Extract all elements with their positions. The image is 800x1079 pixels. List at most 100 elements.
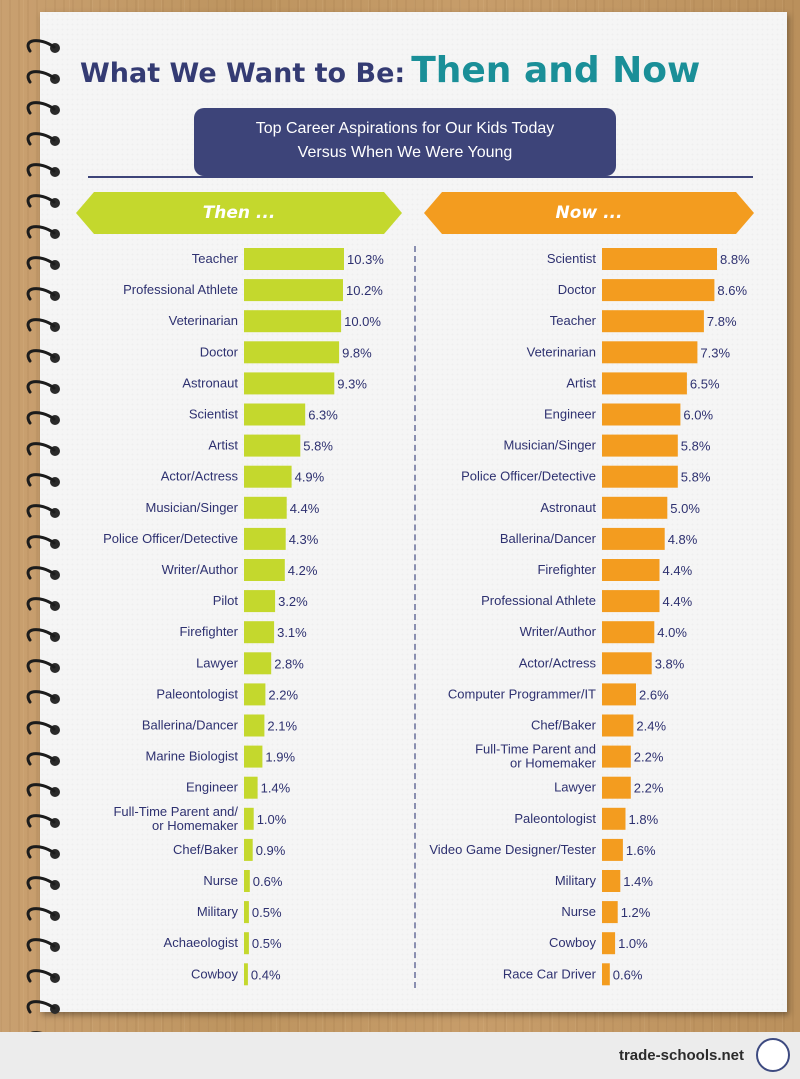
- category-label: Police Officer/Detective: [461, 469, 596, 484]
- category-label: Professional Athlete: [123, 282, 238, 297]
- spiral-ring: [26, 380, 60, 394]
- spiral-ring: [26, 535, 60, 549]
- now-bar: [602, 434, 678, 457]
- bar-value-label: 1.2%: [621, 905, 651, 920]
- bar-value-label: 0.5%: [252, 936, 282, 951]
- spiral-ring: [26, 907, 60, 921]
- then-bar: [244, 838, 253, 861]
- category-label: Astronaut: [182, 375, 238, 390]
- now-bar: [602, 870, 621, 892]
- spiral-ring: [26, 814, 60, 828]
- category-label: Doctor: [558, 282, 597, 297]
- then-bar: [244, 776, 258, 799]
- bar-value-label: 4.3%: [289, 532, 319, 547]
- category-label: Paleontologist: [514, 811, 596, 826]
- category-label: Firefighter: [537, 562, 596, 577]
- bar-value-label: 6.3%: [308, 408, 338, 423]
- spiral-ring: [26, 721, 60, 735]
- bar-value-label: 10.3%: [347, 252, 384, 267]
- now-bar: [602, 341, 698, 364]
- category-label: Writer/Author: [520, 624, 597, 639]
- bar-value-label: 4.4%: [663, 563, 693, 578]
- category-label: Teacher: [192, 251, 239, 266]
- category-label: Chef/Baker: [531, 718, 597, 733]
- category-label: Veterinarian: [169, 313, 238, 328]
- category-label: Musician/Singer: [146, 500, 239, 515]
- bar-value-label: 1.6%: [626, 843, 656, 858]
- then-banner: Then ...: [76, 192, 402, 234]
- then-bar: [244, 714, 265, 737]
- spiral-ring: [26, 969, 60, 983]
- spiral-ring: [26, 163, 60, 177]
- title-part2: Then and Now: [411, 50, 701, 91]
- category-label: Doctor: [200, 344, 239, 359]
- bar-value-label: 8.6%: [717, 283, 747, 298]
- now-bar: [602, 372, 687, 395]
- spiral-ring: [26, 318, 60, 332]
- then-bar: [244, 527, 286, 550]
- now-bar: [602, 683, 636, 706]
- bar-value-label: 5.8%: [303, 439, 333, 454]
- bar-value-label: 0.6%: [253, 874, 283, 889]
- bar-value-label: 1.4%: [261, 781, 291, 796]
- title-part1: What We Want to Be:: [80, 58, 406, 89]
- category-label: Engineer: [186, 780, 239, 795]
- category-label: Ballerina/Dancer: [142, 718, 239, 733]
- bar-value-label: 1.4%: [623, 874, 653, 889]
- then-bar: [244, 279, 343, 302]
- bar-value-label: 4.8%: [668, 532, 698, 547]
- spiral-ring: [26, 256, 60, 270]
- category-label: Race Car Driver: [503, 966, 597, 981]
- bar-value-label: 2.8%: [274, 656, 304, 671]
- bar-value-label: 4.0%: [657, 625, 687, 640]
- bar-value-label: 2.4%: [636, 719, 666, 734]
- category-label: Teacher: [550, 313, 597, 328]
- spiral-ring: [26, 752, 60, 766]
- then-bar: [244, 496, 287, 519]
- category-label: Actor/Actress: [519, 655, 597, 670]
- bar-value-label: 0.6%: [613, 967, 643, 982]
- category-label: Police Officer/Detective: [103, 531, 238, 546]
- then-bar: [244, 372, 335, 395]
- bar-value-label: 4.4%: [663, 594, 693, 609]
- category-label: Actor/Actress: [161, 469, 239, 484]
- category-label: Engineer: [544, 407, 597, 422]
- bar-value-label: 5.8%: [681, 470, 711, 485]
- bar-value-label: 1.0%: [618, 936, 648, 951]
- spiral-ring: [26, 690, 60, 704]
- bar-value-label: 2.6%: [639, 687, 669, 702]
- category-label: Military: [197, 904, 239, 919]
- category-label: Lawyer: [554, 780, 597, 795]
- bar-value-label: 9.3%: [337, 376, 367, 391]
- footer-bar: [0, 1032, 800, 1079]
- spiral-ring: [26, 39, 60, 53]
- spiral-ring: [26, 845, 60, 859]
- subtitle-underline: [88, 176, 753, 178]
- now-bar: [602, 932, 616, 955]
- spiral-ring: [26, 411, 60, 425]
- category-label: Astronaut: [540, 500, 596, 515]
- then-bar: [244, 403, 306, 426]
- category-label: Cowboy: [549, 935, 596, 950]
- spiral-ring: [26, 442, 60, 456]
- bar-value-label: 0.5%: [252, 905, 282, 920]
- then-bar: [244, 248, 344, 270]
- spiral-ring: [26, 194, 60, 208]
- spiral-ring: [26, 566, 60, 580]
- bar-value-label: 3.8%: [655, 656, 685, 671]
- bar-value-label: 6.0%: [683, 408, 713, 423]
- then-bar: [244, 807, 254, 830]
- category-label: Professional Athlete: [481, 593, 596, 608]
- now-banner: Now ...: [424, 192, 754, 234]
- bar-value-label: 2.2%: [268, 687, 298, 702]
- then-bar: [244, 901, 249, 924]
- spiral-ring: [26, 1000, 60, 1014]
- category-label: Veterinarian: [527, 344, 596, 359]
- subtitle-line1: Top Career Aspirations for Our Kids Toda…: [255, 120, 555, 137]
- bar-value-label: 8.8%: [720, 252, 750, 267]
- category-label: Lawyer: [196, 655, 239, 670]
- category-label: Nurse: [561, 904, 596, 919]
- category-label: Ballerina/Dancer: [500, 531, 597, 546]
- then-bar: [244, 932, 249, 955]
- now-bar: [602, 590, 660, 613]
